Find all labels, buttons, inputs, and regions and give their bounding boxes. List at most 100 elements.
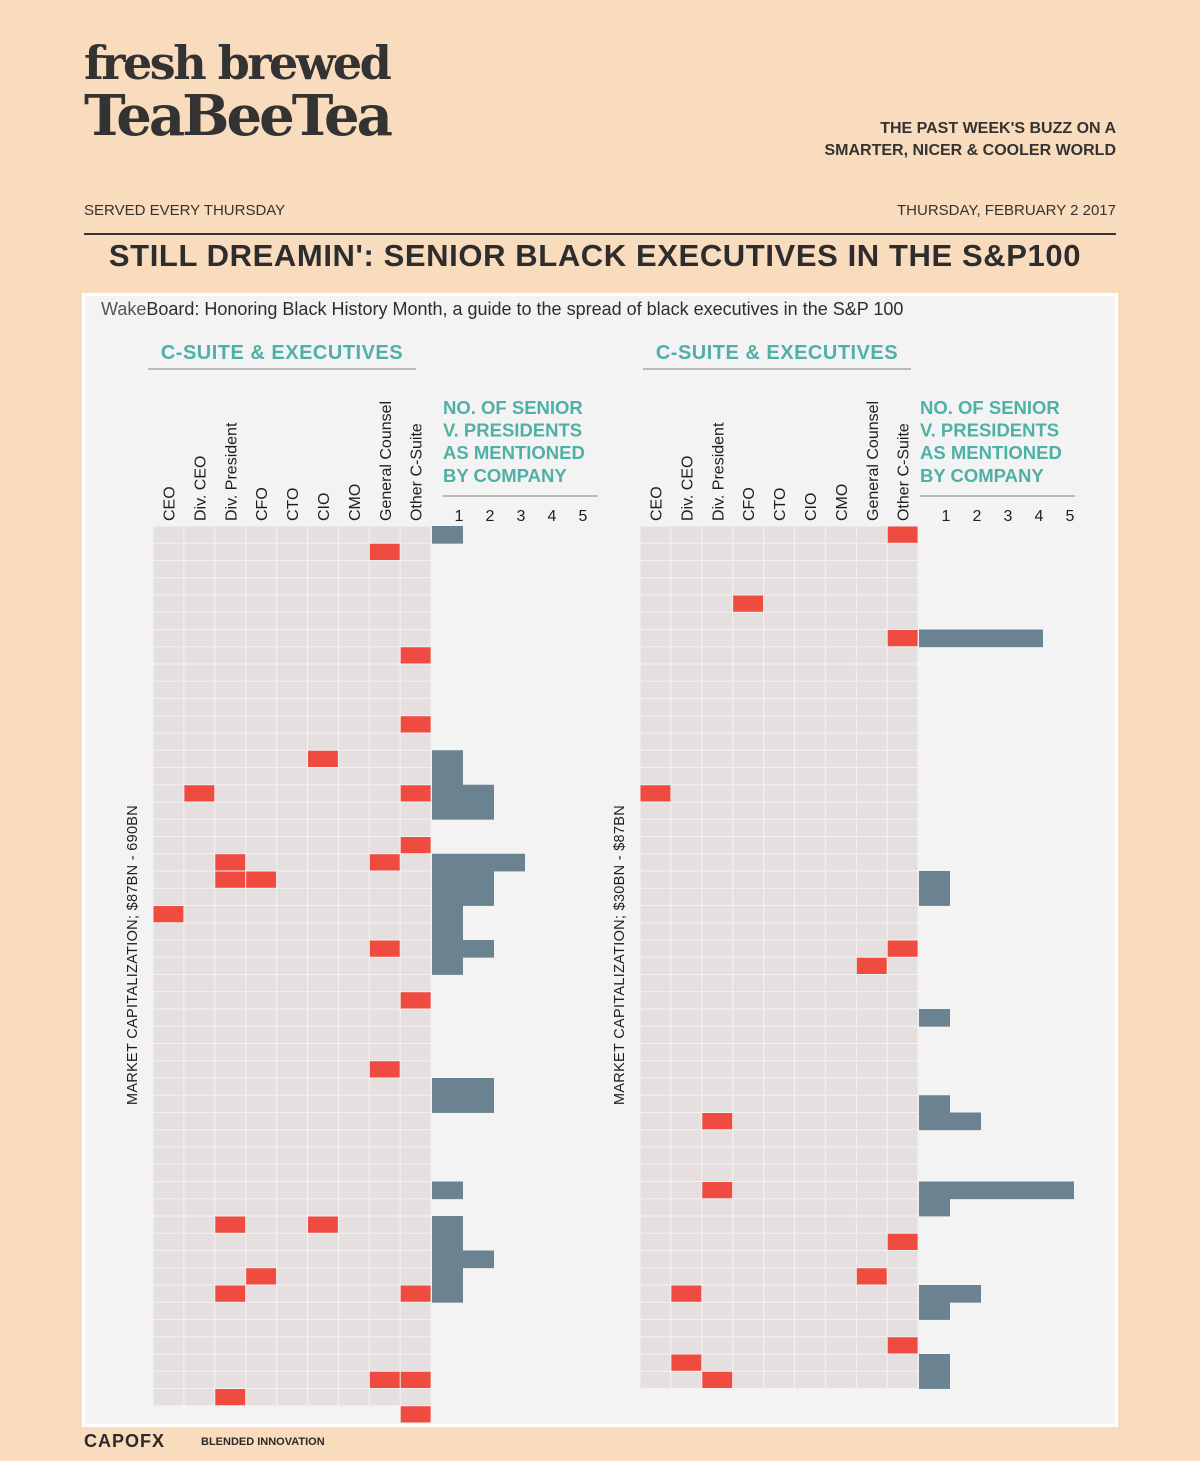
- panel1-column-header: CMO: [347, 484, 364, 521]
- panel2-bar-tick-label: 5: [1066, 508, 1075, 525]
- logo-line-2: TeaBeeTea: [84, 83, 393, 149]
- panel2-executive-highlight-cell: [702, 1371, 733, 1388]
- panel2-senior-vp-bar: [919, 1198, 950, 1217]
- panel1-bar-header-line: AS MENTIONED: [443, 442, 585, 463]
- panel2-bar-tick-label: 3: [1004, 508, 1013, 525]
- panel1-column-header: CIO: [316, 493, 333, 521]
- panel2-senior-vp-bar: [919, 1181, 1074, 1200]
- panel2-executive-highlight-cell: [887, 630, 918, 647]
- panel2-executive-highlight-cell: [887, 940, 918, 957]
- panel1-bar-tick-label: 3: [517, 508, 526, 525]
- panel1-senior-vp-bar: [432, 1250, 494, 1269]
- chart-subtitle: WakeBoard: Honoring Black History Month,…: [101, 299, 903, 320]
- panel1-executive-highlight-cell: [400, 647, 431, 664]
- panel1-executive-highlight-cell: [246, 871, 277, 888]
- panel1-senior-vp-bar: [432, 905, 463, 924]
- panel2-senior-vp-bar: [919, 1285, 981, 1303]
- served-every-thursday: SERVED EVERY THURSDAY: [84, 202, 286, 219]
- panel1-grid-background: [153, 526, 432, 1406]
- panel1-column-header: Div. President: [223, 422, 240, 521]
- panel2-column-header: CIO: [803, 493, 820, 521]
- panel1-executive-highlight-cell: [184, 785, 215, 802]
- panel1-executive-highlight-cell: [400, 837, 431, 854]
- header-divider: [84, 233, 1116, 235]
- panel1-executive-highlight-cell: [369, 940, 400, 957]
- panel2-senior-vp-bar: [919, 1371, 950, 1389]
- panel1-executive-highlight-cell: [246, 1268, 277, 1285]
- panel1-senior-vp-bar: [432, 922, 463, 941]
- panel1-column-header: CFO: [254, 487, 271, 521]
- panel1-executive-highlight-cell: [308, 1216, 338, 1233]
- panel1-senior-vp-bar: [432, 1285, 463, 1303]
- panel1-executive-highlight-cell: [153, 906, 184, 923]
- footer-tagline: BLENDED INNOVATION: [201, 1436, 325, 1448]
- tagline: THE PAST WEEK'S BUZZ ON A SMARTER, NICER…: [824, 118, 1116, 162]
- panel2-column-header: General Counsel: [865, 401, 882, 521]
- panel1-bar-header-line: V. PRESIDENTS: [443, 420, 582, 441]
- issue-date: THURSDAY, FEBRUARY 2 2017: [897, 202, 1116, 219]
- panel2-executive-highlight-cell: [856, 957, 887, 974]
- panel2-executive-highlight-cell: [887, 1337, 918, 1354]
- subtitle-text: Board: Honoring Black History Month, a g…: [146, 299, 904, 319]
- panel1-bar-tick-label: 4: [548, 508, 557, 525]
- panel2-section-title: C-SUITE & EXECUTIVES: [656, 342, 898, 364]
- panel1-column-header: CTO: [285, 488, 302, 521]
- tagline-line-2: SMARTER, NICER & COOLER WORLD: [824, 142, 1116, 159]
- panel2-column-header: CMO: [834, 484, 851, 521]
- panel2-senior-vp-bar: [919, 629, 1043, 648]
- panel2-executive-highlight-cell: [887, 526, 918, 543]
- panel2-executive-highlight-cell: [671, 1285, 702, 1302]
- panel1-bar-tick-label: 1: [455, 508, 464, 525]
- panel1-senior-vp-bar: [432, 940, 494, 958]
- panel1-column-header: CEO: [161, 486, 178, 521]
- panel2-senior-vp-bar: [919, 871, 950, 889]
- panel2-bar-header-line: AS MENTIONED: [920, 442, 1062, 463]
- panel2-bar-header-line: V. PRESIDENTS: [920, 420, 1059, 441]
- panel1-section-title: C-SUITE & EXECUTIVES: [161, 342, 403, 364]
- panel1-senior-vp-bar: [432, 802, 494, 820]
- panel1-column-header: Other C-Suite: [409, 423, 426, 521]
- panel2-bar-header-line: NO. OF SENIOR: [920, 397, 1060, 418]
- panel1-executive-highlight-cell: [400, 1285, 431, 1302]
- panel1-senior-vp-bar: [432, 1216, 463, 1234]
- panel1-senior-vp-bar: [432, 767, 463, 786]
- panel1-senior-vp-bar: [432, 1078, 494, 1096]
- panel2-column-header: Other C-Suite: [896, 423, 913, 521]
- panel1-column-header: Div. CEO: [192, 456, 209, 521]
- panel1-senior-vp-bar: [432, 526, 463, 544]
- panel1-executive-highlight-cell: [215, 1389, 246, 1406]
- panel1-executive-highlight-cell: [215, 871, 246, 888]
- panel2-column-header: CTO: [772, 488, 789, 521]
- panel1-senior-vp-bar: [432, 1233, 463, 1251]
- page-title: STILL DREAMIN': SENIOR BLACK EXECUTIVES …: [108, 238, 1082, 273]
- panel2-y-axis-label: MARKET CAPITALIZATION; $30BN - $87BN: [612, 805, 628, 1105]
- panel1-senior-vp-bar: [432, 957, 463, 975]
- panel1-column-header: General Counsel: [378, 401, 395, 521]
- panel1-bar-header-line: NO. OF SENIOR: [443, 397, 583, 418]
- panel1-executive-highlight-cell: [369, 543, 400, 560]
- tagline-line-1: THE PAST WEEK'S BUZZ ON A: [880, 120, 1116, 137]
- panel2-executive-highlight-cell: [702, 1113, 733, 1130]
- panel1-executive-highlight-cell: [369, 1061, 400, 1078]
- panel1-executive-highlight-cell: [215, 1216, 246, 1233]
- panel1-senior-vp-bar: [432, 1267, 463, 1286]
- panel2-bar-tick-label: 2: [973, 508, 982, 525]
- panel2-executive-highlight-cell: [733, 595, 764, 612]
- panel2-senior-vp-bar: [919, 888, 950, 906]
- panel2-senior-vp-bar: [919, 1095, 950, 1113]
- panel1-senior-vp-bar: [432, 1095, 494, 1113]
- panel2-senior-vp-bar: [919, 1302, 950, 1320]
- panel2-executive-highlight-cell: [887, 1233, 918, 1250]
- panel1-executive-highlight-cell: [215, 854, 246, 871]
- panel1-executive-highlight-cell: [400, 1406, 431, 1423]
- panel1-executive-highlight-cell: [400, 1371, 431, 1388]
- panel1-senior-vp-bar: [432, 853, 525, 872]
- panel1-bar-tick-label: 2: [486, 508, 495, 525]
- panel2-column-header: CEO: [648, 486, 665, 521]
- panel1-executive-highlight-cell: [369, 1371, 400, 1388]
- panel2-executive-highlight-cell: [856, 1268, 887, 1285]
- panel2-column-header: Div. President: [710, 422, 727, 521]
- panel1-executive-highlight-cell: [400, 785, 431, 802]
- panel2-column-header: CFO: [741, 487, 758, 521]
